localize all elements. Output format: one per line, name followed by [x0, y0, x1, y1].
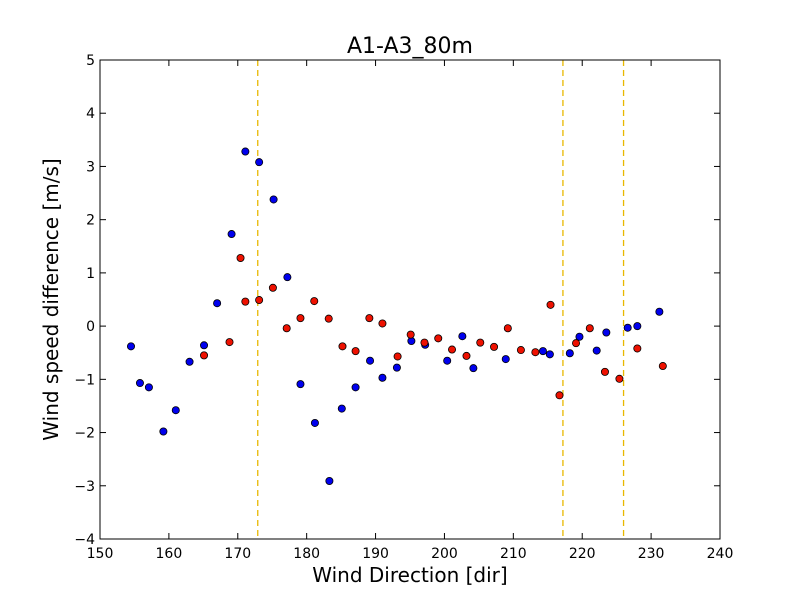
- point-red-18: [448, 345, 457, 354]
- y-tick-label: 0: [86, 319, 95, 335]
- point-red-26: [555, 391, 564, 400]
- point-red-25: [546, 300, 555, 309]
- point-red-24: [531, 348, 540, 357]
- point-blue-27: [538, 347, 547, 356]
- point-blue-6: [200, 341, 209, 350]
- point-red-16: [420, 338, 429, 347]
- point-red-8: [310, 297, 319, 306]
- point-red-9: [324, 314, 333, 323]
- x-tick-label: 210: [500, 546, 527, 562]
- point-red-31: [633, 344, 642, 353]
- y-tick-label: −2: [74, 426, 95, 442]
- data-points: [127, 147, 667, 485]
- x-tick-label: 170: [224, 546, 251, 562]
- x-tick-label: 160: [156, 546, 183, 562]
- point-blue-30: [575, 332, 584, 341]
- point-blue-11: [269, 195, 278, 204]
- point-red-12: [365, 314, 374, 323]
- point-blue-23: [443, 356, 452, 365]
- plot-frame: [99, 59, 721, 540]
- y-tick-label: 2: [86, 213, 95, 229]
- point-red-4: [255, 296, 264, 305]
- point-blue-25: [469, 364, 478, 373]
- x-tick-label: 240: [707, 546, 734, 562]
- point-red-6: [282, 324, 291, 333]
- point-blue-0: [127, 342, 136, 351]
- point-red-1: [225, 338, 234, 347]
- point-red-27: [572, 339, 581, 348]
- point-blue-3: [159, 427, 168, 436]
- x-tick-label: 200: [431, 546, 458, 562]
- point-blue-28: [545, 350, 554, 359]
- y-tick-label: 4: [86, 106, 95, 122]
- point-blue-29: [565, 349, 574, 358]
- point-red-28: [585, 324, 594, 333]
- point-red-13: [378, 319, 387, 328]
- chart-title: A1-A3_80m: [347, 34, 473, 59]
- point-red-7: [296, 314, 305, 323]
- x-tick-label: 190: [362, 546, 389, 562]
- y-tick-label: −4: [74, 532, 95, 548]
- point-blue-20: [392, 363, 401, 372]
- y-tick-label: −3: [74, 479, 95, 495]
- point-red-30: [615, 374, 624, 383]
- y-tick-label: 1: [86, 266, 95, 282]
- point-blue-4: [171, 406, 180, 415]
- point-red-22: [503, 324, 512, 333]
- point-red-21: [490, 342, 499, 351]
- point-red-14: [393, 352, 402, 361]
- point-red-0: [200, 351, 209, 360]
- y-tick-label: 3: [86, 159, 95, 175]
- point-red-19: [462, 351, 471, 360]
- point-blue-14: [310, 418, 319, 427]
- point-blue-13: [296, 380, 305, 389]
- point-blue-17: [351, 383, 360, 392]
- point-red-3: [241, 297, 250, 306]
- point-red-32: [658, 362, 667, 371]
- point-blue-34: [633, 322, 642, 331]
- point-blue-35: [655, 307, 664, 316]
- point-blue-7: [213, 299, 222, 308]
- x-tick-label: 230: [638, 546, 665, 562]
- point-blue-1: [135, 379, 144, 388]
- point-blue-10: [255, 158, 264, 167]
- point-blue-19: [378, 373, 387, 382]
- x-tick-label: 180: [293, 546, 320, 562]
- point-red-2: [236, 253, 245, 262]
- point-red-15: [406, 330, 415, 339]
- point-red-29: [600, 367, 609, 376]
- point-red-11: [351, 347, 360, 356]
- point-blue-33: [623, 323, 632, 332]
- point-blue-24: [458, 332, 467, 341]
- point-blue-15: [325, 476, 334, 485]
- point-blue-26: [501, 355, 510, 364]
- y-axis-label: Wind speed difference [m/s]: [39, 158, 63, 440]
- point-red-17: [434, 334, 443, 343]
- point-blue-18: [366, 356, 375, 365]
- point-blue-31: [592, 346, 601, 355]
- point-blue-16: [337, 404, 346, 413]
- point-blue-12: [283, 273, 292, 282]
- point-red-5: [268, 283, 277, 292]
- plot-area: [100, 60, 720, 539]
- axis-ticks: 150 160 170 180 190 200 210 220 230 240 −4 −3 −2 −1 0 1…: [74, 53, 733, 562]
- point-blue-8: [227, 230, 236, 239]
- y-tick-label: −1: [74, 372, 95, 388]
- x-tick-label: 150: [87, 546, 114, 562]
- point-blue-5: [185, 357, 194, 366]
- point-blue-32: [602, 328, 611, 337]
- x-tick-label: 220: [569, 546, 596, 562]
- y-tick-label: 5: [86, 53, 95, 69]
- point-blue-9: [241, 147, 250, 156]
- point-blue-2: [144, 383, 153, 392]
- point-red-20: [476, 338, 485, 347]
- point-red-10: [338, 342, 347, 351]
- x-axis-label: Wind Direction [dir]: [312, 563, 507, 587]
- point-red-23: [516, 346, 525, 355]
